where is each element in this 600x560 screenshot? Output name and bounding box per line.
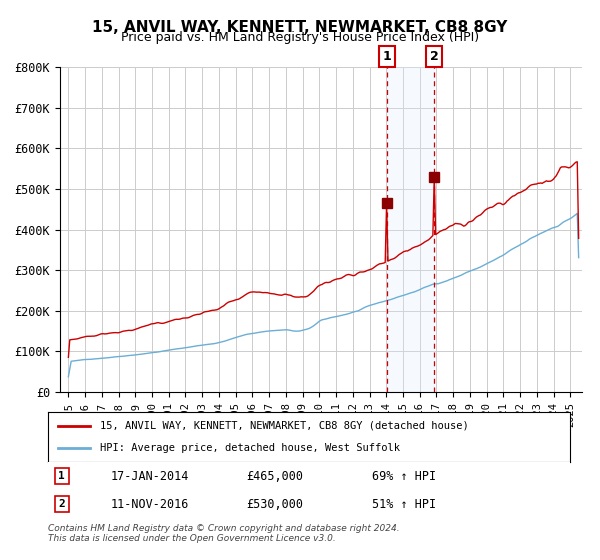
Text: 17-JAN-2014: 17-JAN-2014 (110, 469, 189, 483)
Text: 69% ↑ HPI: 69% ↑ HPI (371, 469, 436, 483)
Text: 1: 1 (383, 50, 391, 63)
Text: 11-NOV-2016: 11-NOV-2016 (110, 497, 189, 511)
Text: HPI: Average price, detached house, West Suffolk: HPI: Average price, detached house, West… (100, 443, 400, 453)
Text: 51% ↑ HPI: 51% ↑ HPI (371, 497, 436, 511)
Text: 2: 2 (58, 499, 65, 509)
Text: 2: 2 (430, 50, 439, 63)
Bar (387, 67, 434, 392)
Text: 15, ANVIL WAY, KENNETT, NEWMARKET, CB8 8GY (detached house): 15, ANVIL WAY, KENNETT, NEWMARKET, CB8 8… (100, 421, 469, 431)
Text: Contains HM Land Registry data © Crown copyright and database right 2024.
This d: Contains HM Land Registry data © Crown c… (48, 524, 400, 543)
Text: £465,000: £465,000 (247, 469, 304, 483)
Text: £530,000: £530,000 (247, 497, 304, 511)
Text: 15, ANVIL WAY, KENNETT, NEWMARKET, CB8 8GY: 15, ANVIL WAY, KENNETT, NEWMARKET, CB8 8… (92, 20, 508, 35)
Text: 1: 1 (58, 471, 65, 481)
Text: Price paid vs. HM Land Registry's House Price Index (HPI): Price paid vs. HM Land Registry's House … (121, 31, 479, 44)
